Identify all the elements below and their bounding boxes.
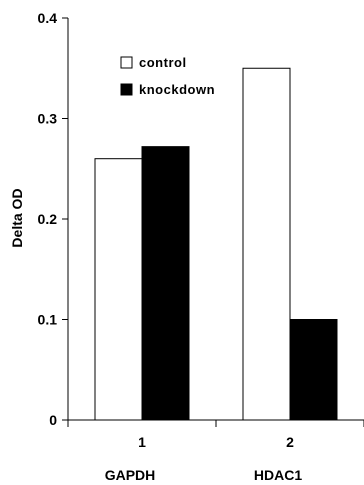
y-tick-label-4: 0.4 — [38, 10, 58, 26]
y-tick-label-1: 0.1 — [38, 312, 58, 328]
bar-control-1 — [94, 158, 143, 421]
legend: control knockdown — [120, 55, 215, 97]
y-tick-label-0: 0 — [49, 412, 57, 428]
y-tick-label-2: 0.2 — [38, 211, 58, 227]
y-axis-label: Delta OD — [9, 188, 25, 247]
y-tick-label-3: 0.3 — [38, 111, 58, 127]
x-tick-label-0: 1 — [138, 434, 146, 450]
category-labels: 1 GAPDH 2 HDAC1 — [105, 434, 303, 483]
x-axis-ticks — [67, 420, 364, 427]
category-name-1: HDAC1 — [254, 467, 302, 483]
bars-group — [94, 67, 338, 421]
y-axis-ticks: 0 0.1 0.2 0.3 0.4 — [38, 10, 68, 428]
category-name-0: GAPDH — [105, 467, 156, 483]
x-tick-label-1: 2 — [286, 434, 294, 450]
legend-swatch-control — [120, 56, 133, 69]
bar-knockdown-2 — [289, 319, 338, 421]
legend-swatch-knockdown — [120, 83, 133, 96]
legend-label-knockdown: knockdown — [139, 82, 215, 97]
bar-knockdown-1 — [141, 146, 190, 421]
bar-control-2 — [242, 67, 291, 421]
legend-label-control: control — [139, 55, 187, 70]
